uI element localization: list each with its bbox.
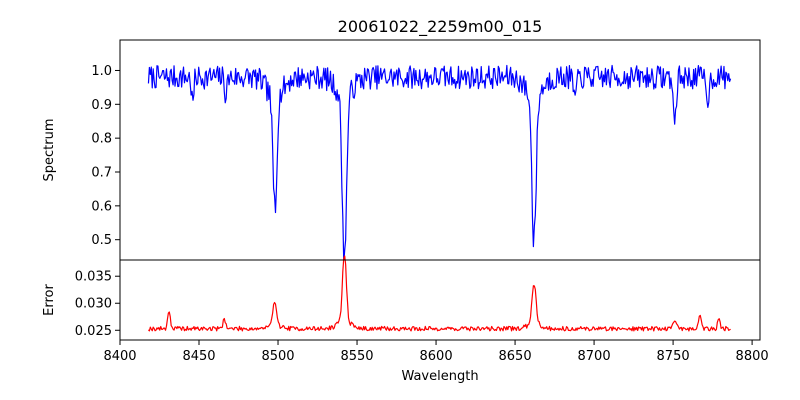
chart-title: 20061022_2259m00_015	[338, 17, 543, 37]
x-axis-title: Wavelength	[401, 369, 478, 384]
spectrum-series-line	[147, 64, 732, 264]
error-x-tick-label: 8600	[420, 349, 453, 364]
spectrum-y-tick-label: 0.5	[91, 233, 112, 248]
error-y-tick-label: 0.030	[75, 297, 112, 312]
error-y-axis-title: Error	[42, 284, 57, 316]
error-x-tick-label: 8500	[261, 349, 294, 364]
spectrum-y-tick-label: 0.9	[91, 98, 112, 113]
spectrum-y-tick-label: 0.7	[91, 166, 112, 181]
spectrum-y-tick-label: 1.0	[91, 64, 112, 79]
error-panel: 0.025 0.030 0.035 8400 8450 8500 8550 8600 8650…	[42, 255, 769, 384]
spectrum-y-tick-label: 0.6	[91, 199, 112, 214]
error-x-ticks: 8400 8450 8500 8550 8600 8650 8700 8750 8800	[103, 340, 769, 364]
error-x-tick-label: 8550	[340, 349, 373, 364]
spectrum-y-tick-label: 0.8	[91, 132, 112, 147]
error-y-tick-label: 0.035	[75, 270, 112, 285]
error-y-tick-label: 0.025	[75, 324, 112, 339]
error-x-tick-label: 8450	[182, 349, 215, 364]
error-x-tick-label: 8800	[736, 349, 769, 364]
error-plot-frame	[119, 259, 761, 341]
error-x-tick-label: 8700	[578, 349, 611, 364]
spectrum-y-axis-title: Spectrum	[42, 119, 57, 182]
error-x-tick-label: 8750	[657, 349, 690, 364]
error-x-tick-label: 8650	[499, 349, 532, 364]
spectrum-y-ticks: 0.5 0.6 0.7 0.8 0.9 1.0	[91, 64, 120, 248]
error-series-line	[147, 255, 731, 332]
spectrum-panel: 0.5 0.6 0.7 0.8 0.9 1.0 Spectrum	[42, 39, 761, 265]
error-x-tick-label: 8400	[103, 349, 136, 364]
error-y-ticks: 0.025 0.030 0.035	[75, 270, 120, 339]
